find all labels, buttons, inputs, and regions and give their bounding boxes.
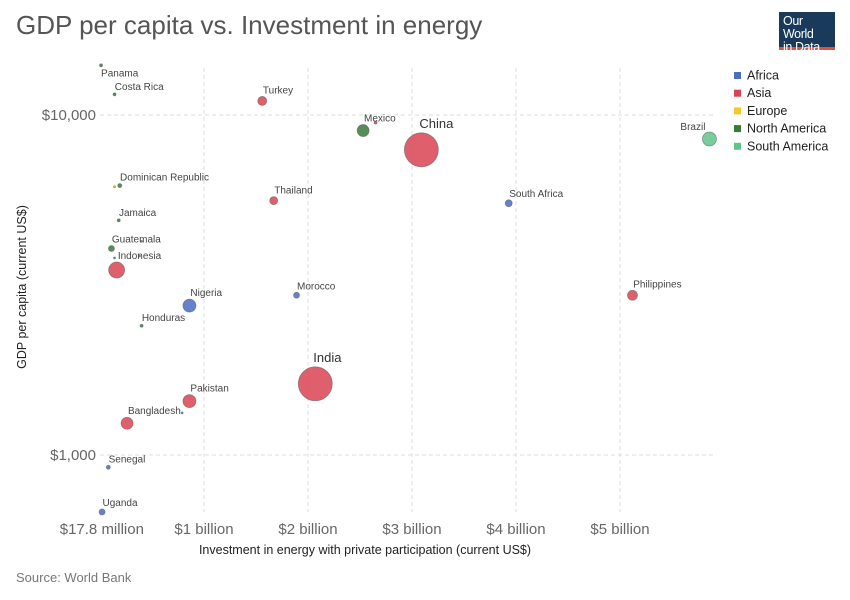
point-label-senegal: Senegal [109,454,146,465]
x-tick-label: $5 billion [590,521,649,538]
y-axis-label: GDP per capita (current US$) [15,205,29,369]
point-label-south-africa: South Africa [509,189,563,200]
point-label-morocco: Morocco [297,281,336,292]
legend-item-asia[interactable]: Asia [747,86,771,100]
legend-swatch-europe [734,107,741,115]
point-label-turkey: Turkey [263,85,293,96]
point-china[interactable] [403,132,439,168]
logo-line-2: in Data [783,40,820,54]
x-tick-label: $17.8 million [60,521,144,538]
point-label-brazil: Brazil [680,122,705,133]
data-points [98,63,717,516]
axis-ticks: $17.8 million $1 billion $2 billion $3 bill… [42,107,650,538]
x-tick-label: $4 billion [486,521,545,538]
point-indonesia[interactable] [108,261,126,279]
point-guatemala[interactable] [108,245,115,252]
point-south-africa[interactable] [504,199,513,208]
point-label-jamaica: Jamaica [119,208,157,219]
point-morocco[interactable] [293,291,300,299]
point-label-indonesia: Indonesia [118,251,162,262]
point-label-uganda: Uganda [103,498,138,509]
point-indonesia-small-b[interactable] [138,254,141,258]
source-note: Source: World Bank [16,570,132,585]
point-pakistan[interactable] [182,394,197,409]
point-label-thailand: Thailand [274,186,312,197]
point-label-honduras: Honduras [142,313,185,324]
point-philippines[interactable] [627,289,638,301]
point-panama[interactable] [99,63,103,68]
point-mexico-small[interactable] [373,120,378,125]
point-turkey[interactable] [257,96,268,106]
x-tick-label: $2 billion [278,521,337,538]
x-axis-label: Investment in energy with private partic… [199,543,531,557]
legend-swatch-asia [734,89,741,97]
legend-swatch-south-america [734,142,741,150]
point-label-mexico: Mexico [364,114,396,125]
point-thailand[interactable] [269,196,279,206]
point-label-costa-rica: Costa Rica [115,82,164,93]
point-label-philippines: Philippines [633,279,681,290]
point-pakistan-small[interactable] [180,411,184,415]
point-brazil[interactable] [702,131,717,147]
point-nigeria[interactable] [182,298,197,313]
point-mexico[interactable] [356,124,370,137]
point-dominican-republic[interactable] [117,183,123,188]
legend-item-europe[interactable]: Europe [747,104,787,118]
point-label-dominican-republic: Dominican Republic [120,173,209,184]
owid-logo[interactable]: Our World in Data [779,12,835,54]
point-indonesia-small-a[interactable] [113,256,116,260]
point-label-guatemala: Guatemala [112,234,161,245]
point-honduras[interactable] [139,323,144,328]
legend-swatch-north-america [734,125,741,133]
x-tick-label: $3 billion [382,521,441,538]
point-labels: Panama Costa Rica Turkey Mexico China Brazil D… [101,68,705,509]
point-bangladesh[interactable] [120,416,134,430]
point-label-panama: Panama [101,68,139,79]
point-india[interactable] [297,366,333,402]
point-label-india: India [313,350,342,365]
point-dominican-republic-small[interactable] [113,185,116,189]
point-label-nigeria: Nigeria [190,288,222,299]
point-guatemala-small[interactable] [140,239,144,243]
x-tick-label: $1 billion [174,521,233,538]
legend-item-africa[interactable]: Africa [747,69,779,83]
logo-line-1: Our World [783,14,814,41]
point-label-bangladesh: Bangladesh [128,406,181,417]
point-label-china: China [419,116,454,131]
legend-item-south-america[interactable]: South America [747,139,828,153]
point-jamaica[interactable] [116,218,121,223]
point-senegal[interactable] [105,464,111,470]
legend-item-north-america[interactable]: North America [747,122,826,136]
legend: Africa Asia Europe North America South Ameri… [734,69,828,153]
y-tick-label: $1,000 [50,447,96,464]
legend-swatch-africa [734,72,741,79]
y-tick-label: $10,000 [42,107,96,124]
point-label-pakistan: Pakistan [190,384,228,395]
point-uganda[interactable] [98,508,106,516]
point-costa-rica[interactable] [112,92,117,97]
chart-title: GDP per capita vs. Investment in energy [16,10,483,40]
